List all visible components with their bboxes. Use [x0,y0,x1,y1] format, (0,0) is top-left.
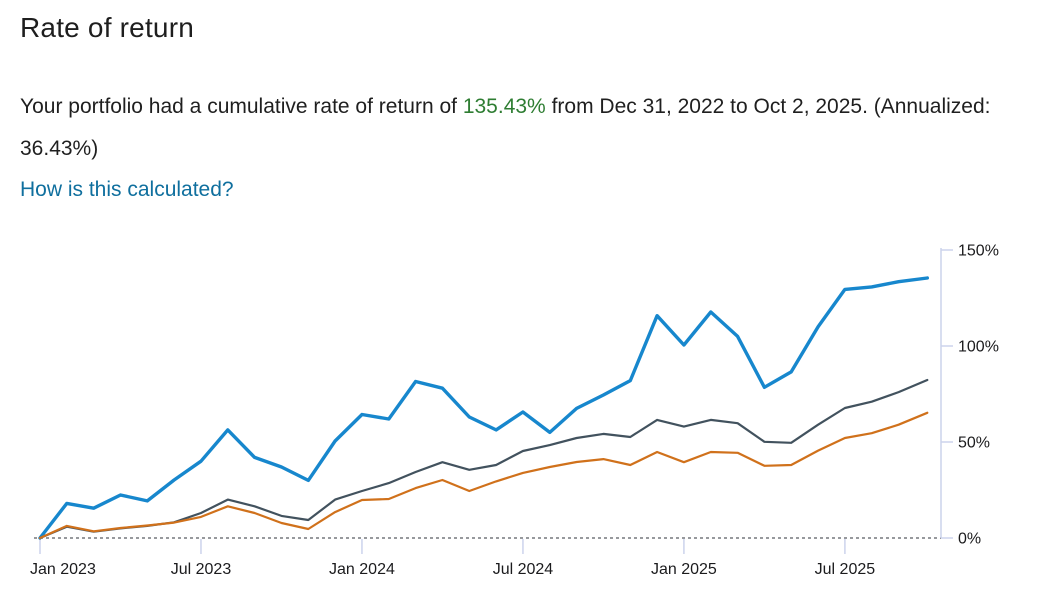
orange-line[interactable] [38,411,929,540]
series-lines[interactable] [38,276,929,540]
summary-after: from Dec 31, 2022 to Oct 2, 2025. (Annua… [20,95,991,160]
x-tick-label: Jan 2024 [329,561,395,578]
how-calculated-link[interactable]: How is this calculated? [20,178,234,201]
summary-before: Your portfolio had a cumulative rate of … [20,95,463,118]
dark-gray-line[interactable] [38,378,929,540]
y-axis: 0% 50% 100% 150% [940,243,999,548]
x-tick-label: Jan 2025 [651,561,717,578]
rate-of-return-chart[interactable]: 0% 50% 100% 150% Jan 2023 Jul 2023 Jan 2024 Ju… [0,230,1037,606]
chart-svg[interactable]: 0% 50% 100% 150% Jan 2023 Jul 2023 Jan 2024 Ju… [0,230,1037,606]
x-axis: Jan 2023 Jul 2023 Jan 2024 Jul 2024 Jan 2025… [30,539,875,578]
page-title-text: Rate of return [20,12,194,43]
summary-text: Your portfolio had a cumulative rate of … [20,86,1005,170]
page-title: Rate of return [20,12,194,44]
y-tick-label: 100% [958,339,999,356]
y-tick-label: 50% [958,435,990,452]
y-tick-label: 0% [958,531,981,548]
x-tick-label: Jan 2023 [30,561,96,578]
x-tick-label: Jul 2024 [493,561,554,578]
x-tick-label: Jul 2023 [171,561,232,578]
y-tick-label: 150% [958,243,999,260]
blue-line[interactable] [38,276,929,540]
cumulative-return-value: 135.43% [462,95,546,118]
x-tick-label: Jul 2025 [815,561,876,578]
